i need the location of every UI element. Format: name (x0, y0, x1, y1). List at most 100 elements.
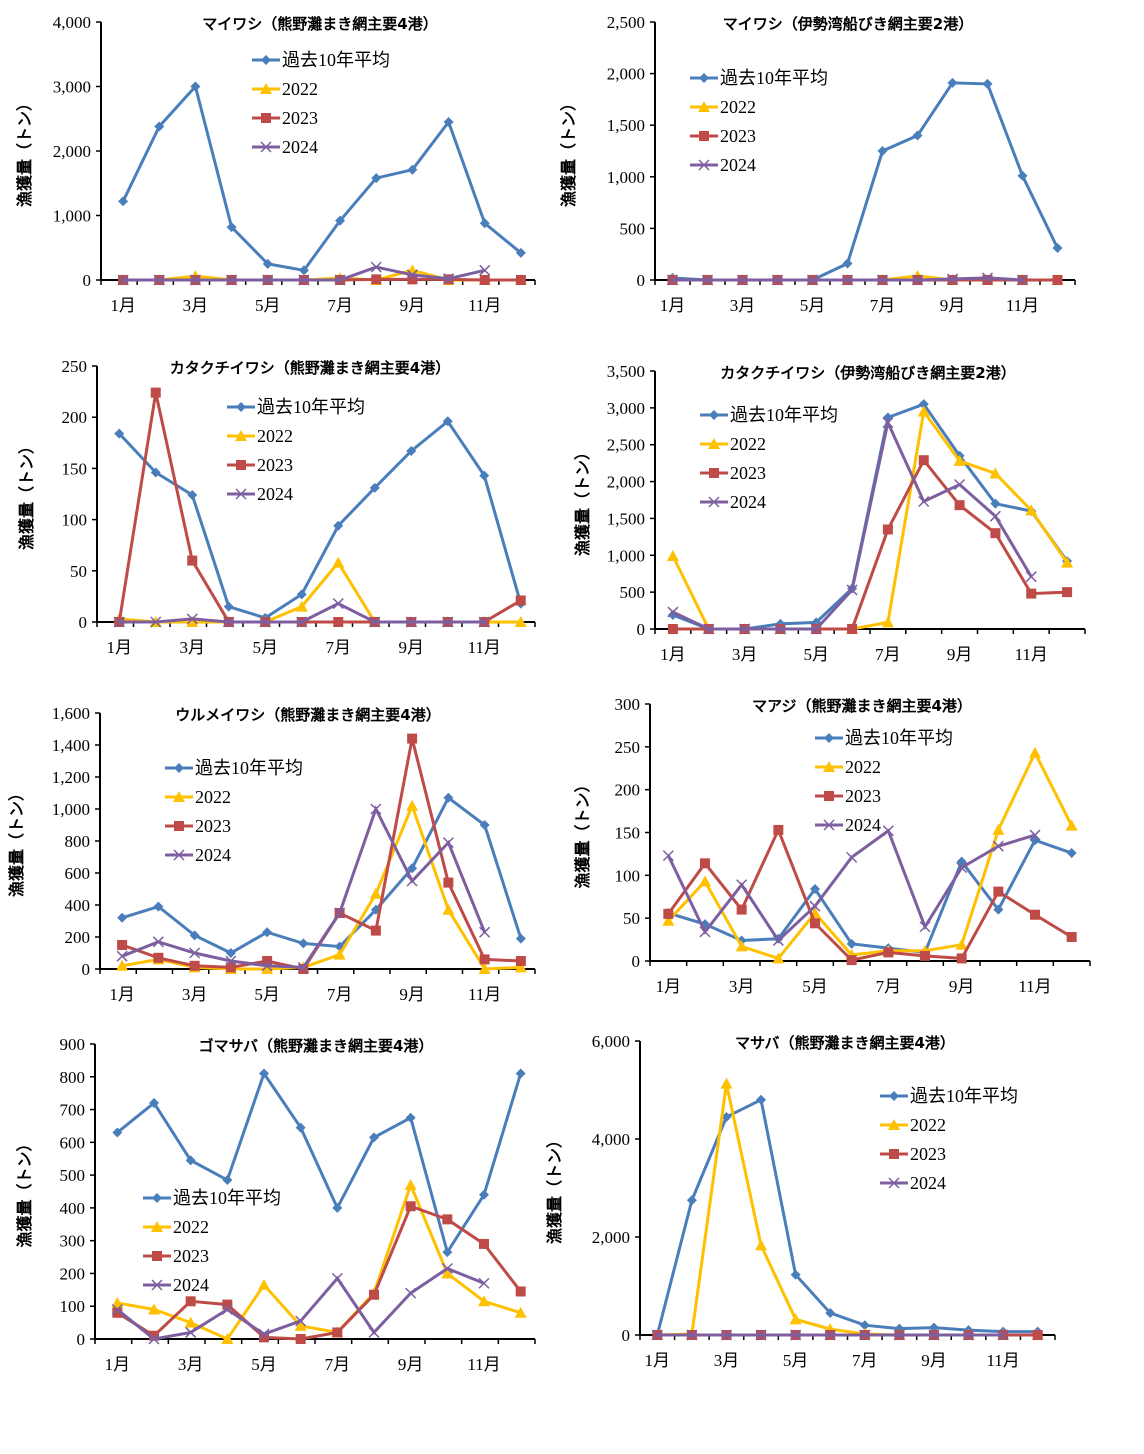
x-marker (772, 934, 784, 946)
y-tick-label: 1,500 (607, 509, 645, 528)
diamond-marker (515, 247, 526, 258)
x-tick-label: 5月 (253, 638, 279, 657)
triangle-marker (953, 454, 966, 466)
legend-item: 過去10年平均 (880, 1086, 1018, 1106)
y-tick-label: 200 (60, 1264, 86, 1283)
triangle-marker (478, 1295, 490, 1307)
x-marker (405, 1287, 417, 1299)
series-line (121, 801, 521, 971)
x-tick-label: 7月 (326, 638, 352, 657)
triangle-marker (148, 1303, 160, 1315)
y-tick-label: 1,000 (607, 168, 645, 187)
x-tick-label: 3月 (178, 1355, 204, 1374)
x-marker (736, 879, 748, 891)
x-marker (946, 273, 959, 285)
triangle-marker (294, 1319, 307, 1331)
square-marker (298, 964, 309, 974)
x-marker (997, 1329, 1009, 1341)
diamond-marker (190, 81, 201, 92)
diamond-marker (810, 884, 820, 895)
x-tick-label: 11月 (467, 1355, 500, 1374)
diamond-marker (993, 904, 1004, 915)
legend-label: 2022 (730, 434, 766, 454)
chart-title: マイワシ（伊勢湾船びき網主要2港） (723, 15, 973, 33)
triangle-marker (699, 875, 711, 887)
legend-item: 過去10年平均 (227, 397, 365, 417)
series-2022 (662, 746, 1078, 964)
diamond-marker (912, 130, 923, 141)
square-marker (847, 624, 858, 634)
x-marker (810, 623, 822, 635)
square-marker (112, 1307, 123, 1318)
square-marker (889, 1149, 899, 1159)
x-marker (846, 584, 858, 596)
legend-label: 2023 (173, 1246, 209, 1266)
y-tick-label: 150 (62, 459, 88, 478)
x-tick-label: 11月 (468, 296, 501, 315)
x-marker (736, 274, 749, 286)
triangle-marker (151, 1221, 163, 1232)
x-marker (262, 274, 274, 286)
square-marker (152, 1251, 162, 1261)
legend-item: 2023 (690, 126, 756, 146)
x-tick-label: 3月 (180, 638, 206, 657)
x-tick-label: 1月 (110, 296, 136, 315)
square-marker (332, 1327, 343, 1338)
triangle-marker (992, 823, 1005, 835)
y-tick-label: 300 (60, 1232, 86, 1251)
legend-label: 過去10年平均 (173, 1188, 281, 1208)
y-tick-label: 6,000 (592, 1032, 630, 1051)
x-marker (479, 264, 491, 276)
x-marker (406, 269, 418, 281)
x-tick-label: 5月 (800, 296, 826, 315)
chart-title: カタクチイワシ（熊野灘まき網主要4港） (170, 359, 450, 377)
diamond-marker (225, 948, 236, 958)
legend-item: 過去10年平均 (143, 1188, 281, 1208)
chart-8: 0 2,000 4,000 6,000 1月 3月 5月 7月 9月 11月 マサバ（熊野灘まき網主… (545, 1032, 1056, 1370)
y-tick-label: 0 (82, 960, 91, 979)
x-marker (331, 1272, 343, 1284)
square-marker (333, 617, 344, 627)
diamond-marker (721, 1111, 732, 1122)
y-axis-label: 漁獲量（トン） (15, 1135, 34, 1247)
legend-label: 過去10年平均 (730, 405, 838, 425)
diamond-marker (824, 733, 834, 743)
square-marker (824, 791, 834, 801)
y-tick-label: 0 (637, 620, 646, 639)
x-marker (666, 274, 679, 286)
y-axis-label: 漁獲量（トン） (573, 444, 592, 556)
diamond-marker (112, 1127, 123, 1138)
triangle-marker (442, 903, 455, 915)
chart-title: ウルメイワシ（熊野灘まき網主要4港） (175, 706, 440, 724)
diamond-marker (298, 938, 309, 949)
x-marker (153, 274, 165, 286)
square-marker (370, 925, 381, 936)
series-2024 (111, 1262, 490, 1345)
y-tick-label: 1,000 (52, 800, 90, 819)
triangle-marker (116, 959, 129, 971)
y-tick-label: 3,000 (607, 399, 645, 418)
diamond-marker (1017, 170, 1028, 181)
x-marker (295, 1315, 307, 1327)
x-tick-label: 11月 (1015, 645, 1048, 664)
x-marker (882, 825, 894, 837)
x-marker (186, 613, 198, 625)
x-marker (405, 616, 417, 628)
x-tick-label: 9月 (399, 638, 425, 657)
diamond-marker (222, 1175, 233, 1186)
x-marker (298, 274, 310, 286)
legend-item: 2023 (815, 786, 881, 806)
y-tick-label: 50 (623, 909, 640, 928)
diamond-marker (187, 490, 198, 501)
diamond-marker (479, 1189, 489, 1200)
series-2024 (651, 1329, 1009, 1341)
y-tick-label: 600 (60, 1133, 86, 1152)
legend-item: 2022 (165, 787, 231, 807)
y-tick-label: 1,400 (52, 736, 90, 755)
square-marker (236, 460, 246, 470)
x-tick-label: 1月 (109, 985, 135, 1004)
diamond-marker (154, 121, 165, 132)
x-marker (824, 1329, 836, 1341)
x-tick-label: 3月 (732, 645, 758, 664)
y-tick-label: 4,000 (592, 1130, 630, 1149)
